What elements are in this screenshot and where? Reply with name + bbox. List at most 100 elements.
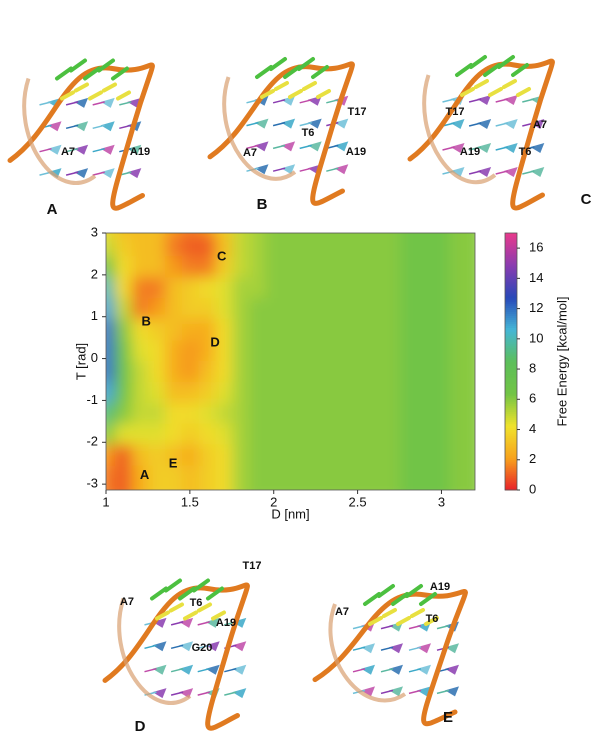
residue-stick: [88, 90, 103, 101]
residue-stick: [368, 616, 383, 626]
base-stick: [224, 667, 237, 673]
colorbar-step: [505, 319, 517, 322]
colorbar-step: [505, 449, 517, 453]
base-stick: [144, 644, 157, 650]
colorbar-step: [505, 275, 517, 278]
colorbar-step: [505, 323, 517, 326]
nucleobase: [179, 617, 194, 628]
colorbar-step: [505, 353, 517, 356]
nucleobase: [152, 641, 167, 652]
basin-label: B: [142, 314, 151, 329]
base-stick: [197, 621, 210, 626]
backbone: [117, 597, 192, 705]
nucleobase: [205, 641, 220, 652]
colorbar-step: [505, 313, 517, 316]
nucleobase: [334, 164, 349, 175]
colorbar-step: [505, 377, 517, 381]
colorbar-step: [505, 419, 517, 423]
colorbar-step: [505, 339, 517, 342]
colorbar-step: [505, 321, 517, 324]
nucleobase: [334, 141, 349, 152]
nucleobase: [47, 121, 62, 132]
nucleobase: [74, 121, 89, 132]
residue-label: T6: [190, 597, 203, 609]
colorbar-tick-label: 14: [529, 270, 543, 285]
base-stick: [272, 121, 286, 127]
colorbar-step: [505, 347, 517, 350]
base-stick: [197, 644, 210, 650]
colorbar-step: [505, 281, 517, 284]
colorbar-step: [505, 325, 517, 328]
ligand-stick: [377, 584, 395, 598]
nucleobase: [281, 118, 296, 129]
colorbar-step: [505, 457, 517, 461]
base-stick: [436, 624, 450, 630]
colorbar-step: [505, 239, 517, 242]
nucleobase: [334, 118, 349, 129]
nucleobase: [307, 141, 322, 152]
nucleobase: [503, 95, 518, 105]
base-stick: [197, 691, 210, 696]
nucleobase: [445, 686, 459, 697]
residue-label: A19: [460, 146, 480, 158]
colorbar-step: [505, 463, 517, 467]
residue-stick: [460, 87, 475, 97]
x-tick-label: 2: [270, 494, 277, 509]
base-stick: [299, 167, 312, 172]
residue-stick: [74, 82, 89, 93]
colorbar-step: [505, 475, 517, 479]
y-axis-label: T [rad]: [73, 343, 88, 380]
residue-stick: [260, 89, 275, 99]
base-stick: [197, 667, 210, 673]
colorbar-tick-label: 6: [529, 391, 536, 406]
ligand-stick: [497, 55, 515, 69]
colorbar-step: [505, 309, 517, 312]
nucleobase: [152, 688, 167, 699]
ligand-stick: [483, 63, 501, 77]
colorbar-step: [505, 287, 517, 290]
colorbar-step: [505, 407, 517, 411]
colorbar-step: [505, 295, 517, 298]
colorbar-step: [505, 241, 517, 244]
molecule: [207, 57, 355, 206]
ligand-stick: [255, 65, 273, 79]
base-stick: [380, 646, 394, 651]
colorbar-tick-label: 0: [529, 481, 536, 496]
base-stick: [119, 124, 132, 130]
ligand-stick: [455, 63, 473, 77]
nucleobase: [74, 97, 89, 108]
ligand-stick: [269, 57, 287, 71]
colorbar-step: [505, 393, 517, 397]
ligand-stick: [283, 65, 301, 79]
nucleobase: [100, 168, 115, 179]
base-stick: [522, 170, 535, 175]
colorbar-step: [505, 233, 517, 236]
x-tick-label: 2.5: [349, 494, 367, 509]
x-tick-label: 1.5: [181, 494, 199, 509]
residue-stick: [302, 81, 317, 91]
nucleobase: [503, 119, 518, 129]
base-stick: [272, 144, 286, 150]
nucleobase: [254, 141, 269, 152]
residue-stick: [396, 616, 411, 626]
nucleobase: [232, 688, 247, 699]
residue-stick: [424, 616, 439, 626]
colorbar-step: [505, 395, 517, 399]
base-stick: [299, 99, 312, 104]
colorbar-step: [505, 345, 517, 348]
residue-label: T17: [243, 560, 262, 572]
residue-label: A19: [130, 146, 150, 158]
residue-stick: [211, 610, 226, 621]
nucleobase: [254, 164, 269, 175]
x-tick-label: 3: [438, 494, 445, 509]
colorbar-step: [505, 359, 517, 362]
residue-label: A19: [346, 146, 366, 158]
base-stick: [65, 147, 79, 153]
base-stick: [495, 170, 508, 175]
colorbar-step: [505, 409, 517, 413]
x-axis-label: D [nm]: [271, 506, 309, 521]
colorbar-tick-label: 12: [529, 300, 543, 315]
colorbar-step: [505, 387, 517, 391]
base-stick: [326, 99, 339, 104]
